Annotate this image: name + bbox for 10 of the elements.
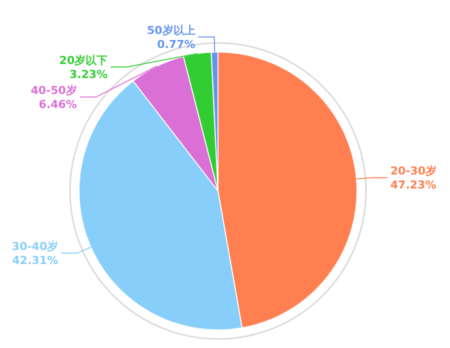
slice-label: 40-50岁 bbox=[30, 84, 77, 98]
slice-label: 20岁以下 bbox=[59, 54, 108, 68]
slice-label: 20-30岁 bbox=[390, 164, 437, 178]
data-label: 0.77% bbox=[157, 38, 196, 52]
slice-label: 30-40岁 bbox=[12, 240, 58, 254]
data-label: 6.46% bbox=[38, 98, 77, 112]
data-label: 47.23% bbox=[390, 178, 436, 192]
data-label: 3.23% bbox=[69, 68, 108, 82]
data-label: 42.31% bbox=[12, 254, 58, 268]
slice-label: 50岁以上 bbox=[146, 24, 196, 38]
